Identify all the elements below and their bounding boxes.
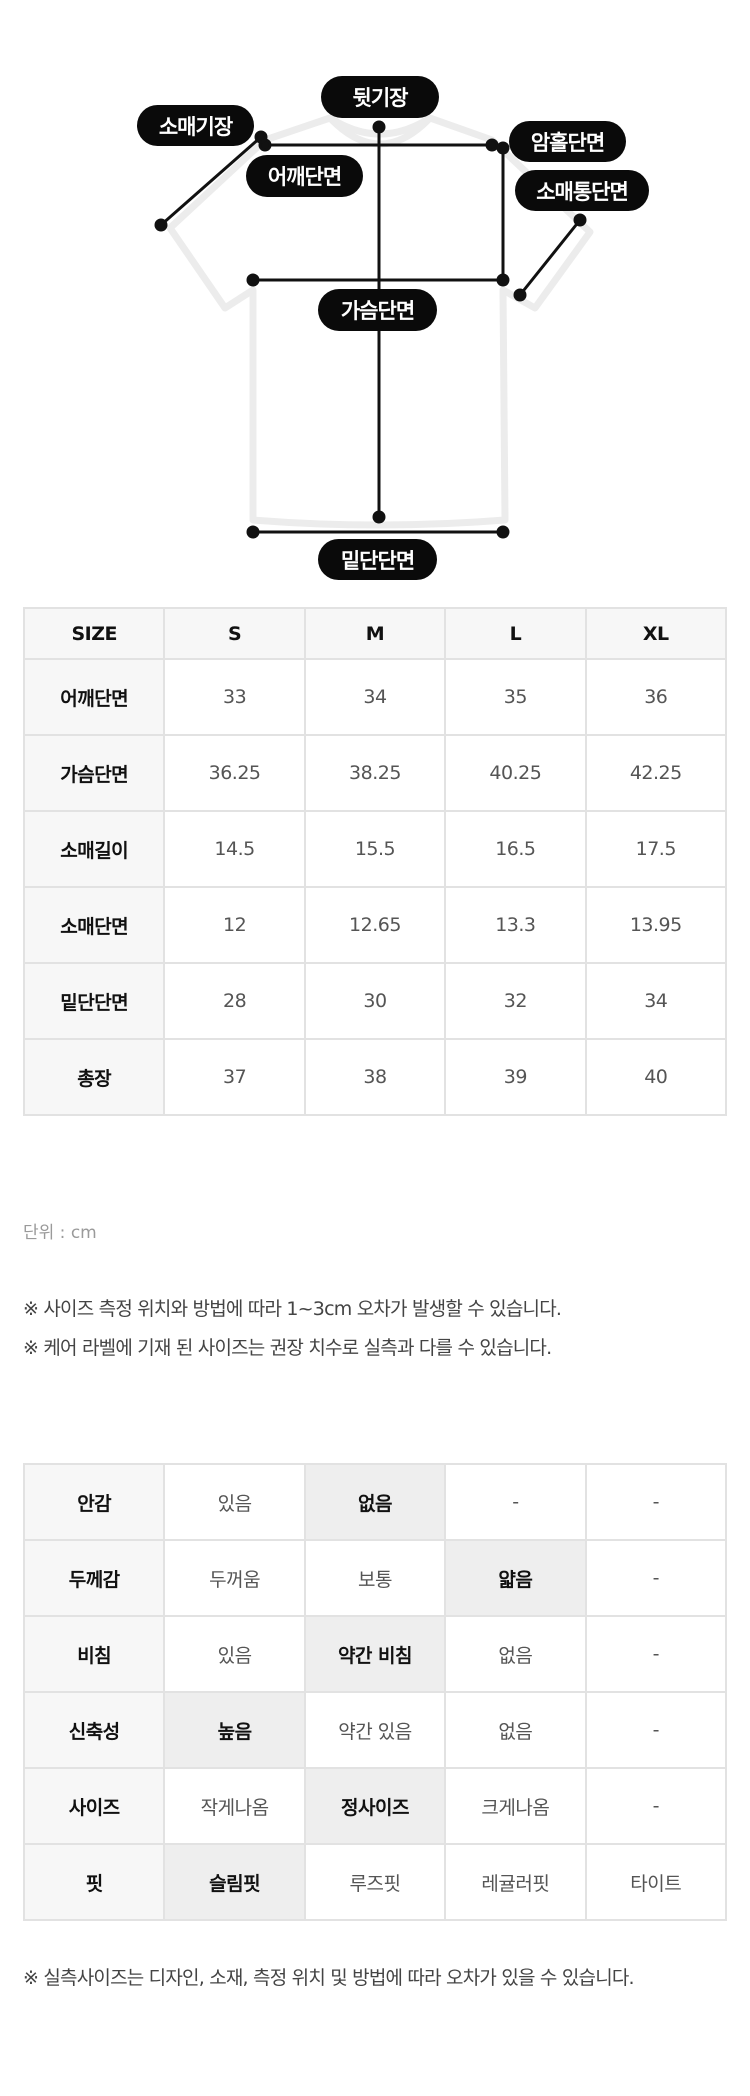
table-row: 가슴단면 36.25 38.25 40.25 42.25 xyxy=(22,734,728,812)
size-header-cell: SIZE xyxy=(22,607,166,660)
table-row: 핏 슬림핏 루즈핏 레귤러핏 타이트 xyxy=(22,1843,728,1921)
size-header-cell: S xyxy=(163,607,306,660)
size-value-cell: 30 xyxy=(303,962,447,1040)
option-cell: 있음 xyxy=(163,1463,306,1541)
size-value-cell: 36 xyxy=(584,658,728,736)
size-value-cell: 34 xyxy=(584,962,728,1040)
label-hem: 밑단단면 xyxy=(318,539,437,580)
size-value-cell: 15.5 xyxy=(303,810,447,888)
row-label: 밑단단면 xyxy=(22,962,166,1040)
footnote: ※ 실측사이즈는 디자인, 소재, 측정 위치 및 방법에 따라 오차가 있을 … xyxy=(23,1967,635,1989)
size-value-cell: 36.25 xyxy=(163,734,306,812)
row-label: 소매단면 xyxy=(22,886,166,964)
table-row: 신축성 높음 약간 있음 없음 - xyxy=(22,1691,728,1769)
option-cell: 루즈핏 xyxy=(303,1843,447,1921)
table-row: 비침 있음 약간 비침 없음 - xyxy=(22,1615,728,1693)
table-row: 두께감 두꺼움 보통 얇음 - xyxy=(22,1539,728,1617)
option-cell: 보통 xyxy=(303,1539,447,1617)
size-value-cell: 13.3 xyxy=(444,886,587,964)
row-label: 가슴단면 xyxy=(22,734,166,812)
size-header-cell: XL xyxy=(584,607,728,660)
size-value-cell: 13.95 xyxy=(584,886,728,964)
size-value-cell: 17.5 xyxy=(584,810,728,888)
row-label: 비침 xyxy=(22,1615,166,1693)
size-value-cell: 12.65 xyxy=(303,886,447,964)
label-shoulder: 어깨단면 xyxy=(246,155,363,197)
table-row: 소매길이 14.5 15.5 16.5 17.5 xyxy=(22,810,728,888)
row-label: 사이즈 xyxy=(22,1767,166,1845)
row-label: 총장 xyxy=(22,1038,166,1116)
tshirt-outline-icon xyxy=(154,114,594,539)
option-cell: 레귤러핏 xyxy=(444,1843,587,1921)
size-value-cell: 40.25 xyxy=(444,734,587,812)
row-label: 핏 xyxy=(22,1843,166,1921)
row-label: 어깨단면 xyxy=(22,658,166,736)
size-value-cell: 12 xyxy=(163,886,306,964)
unit-label: 단위 : cm xyxy=(23,1223,97,1243)
size-header-row: SIZE S M L XL xyxy=(22,607,728,660)
option-cell: - xyxy=(584,1463,728,1541)
size-value-cell: 40 xyxy=(584,1038,728,1116)
size-value-cell: 37 xyxy=(163,1038,306,1116)
size-value-cell: 28 xyxy=(163,962,306,1040)
option-cell: 작게나옴 xyxy=(163,1767,306,1845)
row-label: 안감 xyxy=(22,1463,166,1541)
table-row: 어깨단면 33 34 35 36 xyxy=(22,658,728,736)
label-armhole: 암홀단면 xyxy=(509,121,626,162)
label-sleeve-length: 소매기장 xyxy=(137,105,254,146)
size-value-cell: 16.5 xyxy=(444,810,587,888)
option-cell: - xyxy=(444,1463,587,1541)
size-value-cell: 38 xyxy=(303,1038,447,1116)
selected-option-cell: 얇음 xyxy=(444,1539,587,1617)
option-cell: - xyxy=(584,1691,728,1769)
label-sleeve-opening: 소매통단면 xyxy=(515,170,649,211)
size-value-cell: 35 xyxy=(444,658,587,736)
label-back-length: 뒷기장 xyxy=(321,76,439,118)
note-measurement: ※ 사이즈 측정 위치와 방법에 따라 1~3cm 오차가 발생할 수 있습니다… xyxy=(23,1298,562,1320)
size-table: SIZE S M L XL 어깨단면 33 34 35 36 가슴단면 36.25 38.25 40.25… xyxy=(22,607,728,1116)
selected-option-cell: 정사이즈 xyxy=(303,1767,447,1845)
size-value-cell: 34 xyxy=(303,658,447,736)
option-cell: 타이트 xyxy=(584,1843,728,1921)
selected-option-cell: 슬림핏 xyxy=(163,1843,306,1921)
feature-table: 안감 있음 없음 - - 두께감 두꺼움 보통 얇음 - 비침 있음 약간 비침 없음 - 신축성 높음 약간 있… xyxy=(22,1463,728,1921)
note-care-label: ※ 케어 라벨에 기재 된 사이즈는 권장 치수로 실측과 다를 수 있습니다. xyxy=(23,1337,552,1359)
selected-option-cell: 높음 xyxy=(163,1691,306,1769)
selected-option-cell: 없음 xyxy=(303,1463,447,1541)
size-value-cell: 42.25 xyxy=(584,734,728,812)
size-value-cell: 38.25 xyxy=(303,734,447,812)
size-value-cell: 32 xyxy=(444,962,587,1040)
size-header-cell: M xyxy=(303,607,447,660)
size-value-cell: 14.5 xyxy=(163,810,306,888)
table-row: 총장 37 38 39 40 xyxy=(22,1038,728,1116)
row-label: 두께감 xyxy=(22,1539,166,1617)
row-label: 소매길이 xyxy=(22,810,166,888)
label-chest: 가슴단면 xyxy=(318,289,437,331)
option-cell: 크게나옴 xyxy=(444,1767,587,1845)
table-row: 사이즈 작게나옴 정사이즈 크게나옴 - xyxy=(22,1767,728,1845)
size-value-cell: 39 xyxy=(444,1038,587,1116)
option-cell: 없음 xyxy=(444,1691,587,1769)
option-cell: 있음 xyxy=(163,1615,306,1693)
option-cell: 두꺼움 xyxy=(163,1539,306,1617)
size-value-cell: 33 xyxy=(163,658,306,736)
measurement-diagram: 뒷기장 소매기장 암홀단면 어깨단면 소매통단면 가슴단면 밑단단면 xyxy=(0,0,750,600)
option-cell: 없음 xyxy=(444,1615,587,1693)
option-cell: - xyxy=(584,1767,728,1845)
option-cell: - xyxy=(584,1539,728,1617)
option-cell: 약간 있음 xyxy=(303,1691,447,1769)
size-header-cell: L xyxy=(444,607,587,660)
table-row: 밑단단면 28 30 32 34 xyxy=(22,962,728,1040)
option-cell: - xyxy=(584,1615,728,1693)
table-row: 소매단면 12 12.65 13.3 13.95 xyxy=(22,886,728,964)
row-label: 신축성 xyxy=(22,1691,166,1769)
selected-option-cell: 약간 비침 xyxy=(303,1615,447,1693)
table-row: 안감 있음 없음 - - xyxy=(22,1463,728,1541)
